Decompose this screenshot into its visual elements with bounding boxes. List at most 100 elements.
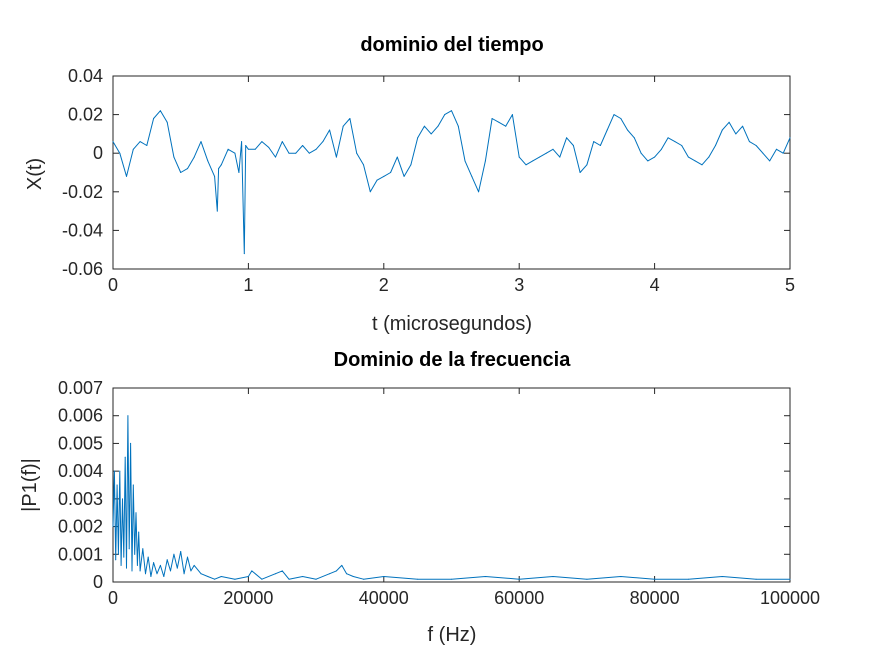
time-data-point — [403, 175, 405, 177]
time-data-point — [193, 156, 195, 158]
time-y-tick-label: 0 — [93, 143, 103, 163]
frequency-data-point — [187, 556, 188, 558]
time-data-point — [708, 156, 710, 158]
time-data-point — [451, 110, 452, 112]
time-data-point — [789, 137, 791, 139]
time-data-point — [322, 141, 324, 143]
frequency-data-point — [288, 578, 290, 580]
frequency-data-point — [552, 576, 554, 577]
time-data-point — [214, 175, 216, 177]
time-data-point — [173, 156, 175, 158]
time-plot-xlabel: t (microsegundos) — [372, 313, 532, 335]
frequency-data-point — [170, 570, 171, 572]
frequency-data-point — [352, 576, 354, 577]
frequency-data-point — [116, 484, 118, 486]
time-data-point — [681, 145, 683, 146]
frequency-x-tick-label: 100000 — [760, 588, 820, 608]
frequency-data-point — [166, 559, 168, 561]
time-data-point — [762, 152, 764, 154]
frequency-y-tick-label: 0 — [93, 572, 103, 592]
frequency-data-point — [346, 573, 348, 575]
frequency-data-point — [200, 573, 202, 575]
time-data-point — [593, 141, 595, 143]
time-data-point — [599, 145, 601, 146]
time-data-point — [687, 156, 689, 158]
frequency-y-tick-label: 0.003 — [58, 489, 103, 509]
frequency-data-point — [142, 548, 144, 550]
time-data-point — [227, 148, 229, 150]
frequency-data-point — [159, 564, 161, 566]
time-y-tick-label: -0.06 — [62, 259, 103, 279]
frequency-data-point — [620, 576, 622, 577]
time-y-tick-label: -0.02 — [62, 182, 103, 202]
time-y-tick-label: 0.04 — [68, 66, 103, 86]
frequency-data-point — [126, 567, 127, 569]
frequency-data-point — [124, 456, 126, 458]
time-x-tick-label: 2 — [379, 275, 389, 295]
frequency-data-point — [335, 570, 337, 572]
frequency-data-point — [135, 512, 137, 514]
time-data-point — [735, 133, 737, 135]
frequency-data-point — [153, 562, 155, 564]
time-data-point — [694, 160, 696, 162]
time-y-tick-label: -0.04 — [62, 220, 103, 240]
time-data-point — [532, 160, 534, 162]
time-data-point — [254, 148, 256, 150]
frequency-data-point — [112, 526, 114, 528]
frequency-data-point — [586, 578, 588, 580]
time-data-point — [119, 152, 121, 154]
time-data-point — [315, 148, 317, 150]
frequency-data-point — [163, 576, 165, 577]
time-data-point — [288, 152, 290, 154]
time-data-point — [376, 179, 378, 181]
time-data-point — [396, 156, 398, 158]
time-data-point — [606, 129, 608, 131]
frequency-data-point — [156, 573, 158, 575]
frequency-data-point — [654, 578, 656, 580]
time-data-point — [613, 114, 615, 116]
frequency-y-tick-label: 0.004 — [58, 461, 103, 481]
time-data-point — [166, 121, 168, 123]
time-data-point — [112, 141, 114, 143]
time-x-tick-label: 0 — [108, 275, 118, 295]
time-data-point — [728, 121, 730, 123]
time-data-point — [545, 152, 547, 154]
time-data-point — [159, 110, 161, 112]
frequency-data-point — [261, 578, 263, 580]
time-data-point — [505, 125, 507, 127]
time-data-point — [369, 191, 371, 193]
frequency-y-tick-label: 0.007 — [58, 378, 103, 398]
frequency-data-point — [363, 578, 364, 580]
frequency-data-point — [134, 553, 136, 555]
time-data-point — [126, 175, 127, 177]
time-data-point — [220, 164, 222, 166]
time-data-point — [187, 168, 188, 170]
frequency-x-tick-label: 40000 — [359, 588, 409, 608]
frequency-data-point — [234, 578, 236, 580]
frequency-data-point — [302, 576, 304, 577]
frequency-data-point — [341, 564, 343, 566]
frequency-y-tick-label: 0.005 — [58, 433, 103, 453]
time-data-point — [484, 160, 486, 162]
frequency-data-point — [173, 553, 175, 555]
time-data-point — [342, 125, 344, 127]
frequency-data-point — [136, 564, 138, 566]
time-data-point — [437, 125, 439, 127]
frequency-data-point — [119, 470, 121, 472]
time-data-point — [363, 164, 364, 166]
time-data-point — [647, 160, 649, 162]
frequency-data-point — [117, 553, 119, 555]
time-data-point — [498, 121, 500, 123]
time-data-point — [238, 172, 240, 173]
time-data-point — [701, 164, 703, 166]
time-data-point — [302, 145, 304, 146]
time-data-point — [539, 156, 540, 158]
frequency-data-point — [127, 415, 129, 417]
frequency-data-point — [251, 570, 253, 572]
time-x-tick-label: 5 — [785, 275, 795, 295]
time-data-point — [552, 148, 554, 150]
frequency-plot-xlabel: f (Hz) — [428, 624, 477, 646]
frequency-data-point — [281, 570, 283, 572]
time-data-point — [335, 156, 337, 158]
frequency-x-tick-label: 0 — [108, 588, 118, 608]
